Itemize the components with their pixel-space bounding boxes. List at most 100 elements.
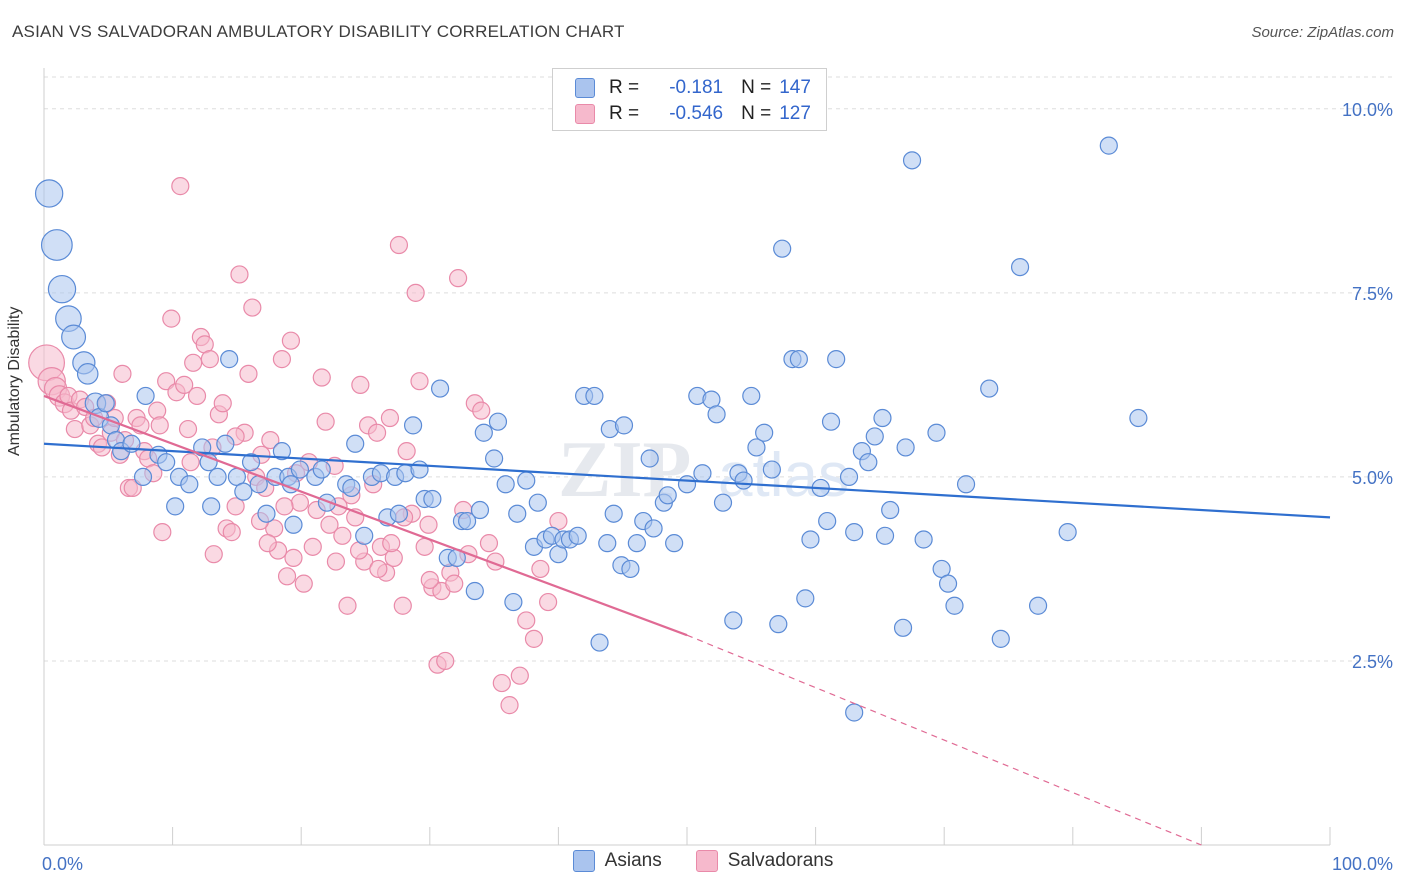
asian-point <box>272 442 292 461</box>
asian-point <box>827 350 846 369</box>
asian-point <box>677 475 697 494</box>
salvadoran-point <box>406 283 425 302</box>
asian-point <box>980 379 999 398</box>
asian-point <box>208 467 227 487</box>
salvadoran-point <box>230 265 249 284</box>
correlation-legend: R = -0.181 N = 147 R = -0.546 N = 127 <box>552 68 827 131</box>
asian-point <box>1099 136 1118 155</box>
asian-point <box>938 574 958 593</box>
asian-point <box>927 423 946 442</box>
salvadoran-point <box>420 570 439 590</box>
asian-point <box>881 500 900 520</box>
asian-point <box>914 530 933 549</box>
legend-item-salvadorans[interactable]: Salvadorans <box>695 850 833 872</box>
asian-point <box>342 478 361 498</box>
salvadoran-point <box>524 629 544 648</box>
salvadoran-point <box>320 515 339 534</box>
asian-point <box>220 350 239 369</box>
asian-point <box>403 416 423 435</box>
asian-point <box>1010 257 1030 277</box>
asian-point <box>796 589 815 608</box>
asian-point <box>346 434 365 453</box>
asian-point <box>470 500 490 520</box>
salvadoran-swatch <box>695 850 718 872</box>
y-tick-label: 5.0% <box>1352 468 1393 488</box>
n-label: N = <box>741 77 772 98</box>
asian-point <box>585 386 604 406</box>
asian-point <box>317 493 337 512</box>
asian-point <box>284 515 303 534</box>
salvadoran-point <box>367 423 387 442</box>
series-legend: Asians Salvadorans <box>0 850 1406 872</box>
n-value: 127 <box>779 103 811 124</box>
asian-point <box>762 460 781 479</box>
salvadoran-point <box>436 651 455 671</box>
asian-point <box>136 386 155 406</box>
source-label: Source: ZipAtlas.com <box>1251 24 1394 41</box>
salvadoran-point <box>445 574 464 593</box>
asian-point <box>707 405 726 424</box>
asian-point <box>747 438 766 457</box>
legend-row-salvadorans: R = -0.546 N = 127 <box>575 102 811 126</box>
salvadoran-point <box>281 331 301 350</box>
asian-point <box>410 460 429 479</box>
asian-point <box>621 559 640 579</box>
salvadoran-trend-extension <box>686 634 1202 846</box>
asian-point <box>133 467 153 487</box>
asian-point <box>40 229 73 261</box>
asian-point <box>457 511 477 531</box>
legend-item-asians[interactable]: Asians <box>572 850 662 872</box>
salvadoran-point <box>275 497 294 516</box>
n-value: 147 <box>779 77 811 98</box>
salvadoran-point <box>200 350 219 369</box>
salvadoran-point <box>312 368 331 387</box>
asian-point <box>485 449 504 468</box>
salvadoran-point <box>492 673 511 693</box>
asian-point <box>818 511 837 531</box>
salvadoran-point <box>153 523 172 542</box>
x-tick-label: 100.0% <box>1332 854 1393 874</box>
asian-point <box>801 530 820 549</box>
salvadoran-point <box>284 548 303 567</box>
salvadoran-point <box>175 375 194 394</box>
legend-row-asians: R = -0.181 N = 147 <box>575 76 811 100</box>
x-tick-label: 0.0% <box>42 854 83 874</box>
asian-point <box>893 618 913 637</box>
asian-point <box>389 504 409 523</box>
asian-point <box>257 504 276 523</box>
salvadoran-point <box>290 493 310 512</box>
asian-points <box>34 136 1148 722</box>
r-value: -0.546 <box>669 103 724 124</box>
asian-point <box>216 434 235 453</box>
asian-point <box>241 453 261 472</box>
y-tick-label: 7.5% <box>1352 284 1393 304</box>
salvadoran-point <box>351 375 370 394</box>
salvadoran-point <box>148 401 167 420</box>
salvadoran-point <box>539 592 558 612</box>
chart-title: ASIAN VS SALVADORAN AMBULATORY DISABILIT… <box>12 22 625 41</box>
asian-point <box>517 471 536 490</box>
asian-point <box>1129 408 1148 428</box>
asian-point <box>865 427 884 446</box>
asian-point <box>180 475 199 494</box>
asian-point <box>945 596 964 615</box>
asian-point <box>598 534 617 553</box>
salvadoran-point <box>277 567 297 586</box>
salvadoran-point <box>531 559 550 579</box>
salvadoran-point <box>369 559 388 579</box>
asian-point <box>568 526 587 545</box>
salvadoran-point <box>243 298 262 317</box>
salvadoran-point <box>397 442 416 461</box>
asian-point <box>96 394 115 413</box>
asian-point <box>47 274 77 304</box>
salvadoran-point <box>171 177 190 196</box>
asian-point <box>859 453 878 472</box>
asian-point <box>896 438 915 457</box>
salvadoran-point <box>150 416 169 435</box>
asian-point <box>742 386 761 406</box>
asian-point <box>488 412 508 431</box>
salvadoran-point <box>261 430 280 450</box>
salvadoran-point <box>65 419 84 439</box>
salvadoran-point <box>326 552 346 571</box>
